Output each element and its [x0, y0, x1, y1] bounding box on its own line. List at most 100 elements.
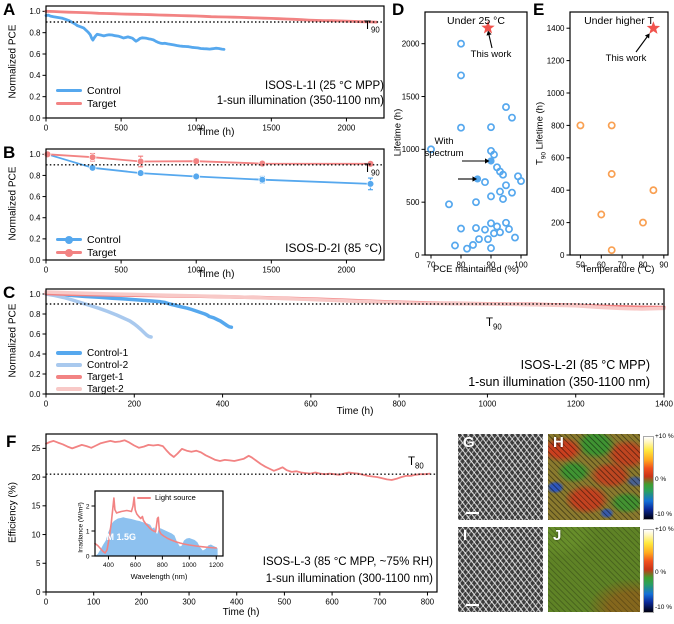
panel-d-letter: D [392, 0, 405, 19]
panel-d-xlabel: PCE maintained (%) [432, 264, 520, 275]
svg-text:0.8: 0.8 [29, 171, 41, 180]
svg-text:0.6: 0.6 [29, 50, 41, 59]
light-source-label: Light source [155, 493, 196, 502]
svg-text:0: 0 [44, 598, 49, 607]
svg-text:1500: 1500 [262, 266, 280, 275]
panel-b-chart: 0 500 1000 1500 2000 0.0 0.2 0.4 0.6 0.8 1.0 [29, 148, 385, 275]
svg-text:10: 10 [32, 530, 41, 539]
panel-a-legend: Control Target [56, 84, 121, 110]
svg-text:600: 600 [551, 154, 565, 163]
panel-b-legend: Control Target [56, 233, 121, 259]
svg-text:600: 600 [325, 598, 339, 607]
panel-e-chart: 50 60 70 80 90 0 200 400 600 800 1000 1200 1400 [547, 11, 669, 270]
panel-c-xlabel: Time (h) [336, 406, 374, 417]
svg-text:1200: 1200 [209, 562, 224, 569]
tem-image-i: I [458, 527, 543, 612]
svg-text:15: 15 [32, 502, 41, 511]
panel-e-ylabel: T90 Lifetime (h) [534, 101, 548, 166]
panel-a-letter: A [3, 0, 16, 19]
svg-text:1.0: 1.0 [29, 290, 41, 299]
svg-text:1000: 1000 [479, 400, 497, 409]
svg-text:0.4: 0.4 [29, 350, 41, 359]
legend-label-target: Target [87, 246, 117, 259]
svg-text:1000: 1000 [187, 266, 205, 275]
colorbar-top-label: +10 % [655, 526, 674, 533]
svg-text:800: 800 [421, 598, 435, 607]
control1-swatch [56, 351, 82, 355]
svg-text:700: 700 [373, 598, 387, 607]
legend-row: Target-1 [56, 371, 128, 383]
panel-e: 50 60 70 80 90 0 200 400 600 800 1000 1200 1400 E Un… [533, 0, 674, 283]
panel-c: 0 200 400 600 800 1000 1200 1400 0.0 0.2 0.4 0.6 0.8… [0, 283, 674, 420]
svg-text:1000: 1000 [182, 562, 197, 569]
panel-a-note: ISOS-L-1I (25 °C MPP) 1-sun illumination… [217, 79, 384, 109]
panel-e-xlabel: Temperature (°C) [581, 264, 655, 275]
legend-label-control2: Control-2 [87, 359, 129, 371]
light-source-swatch [137, 496, 151, 499]
svg-text:0.0: 0.0 [29, 114, 41, 123]
panel-c-note: ISOS-L-2I (85 °C MPP) 1-sun illumination… [468, 357, 650, 391]
this-work-label: This work [605, 53, 647, 64]
svg-text:1: 1 [86, 528, 90, 535]
svg-text:1.0: 1.0 [29, 7, 41, 16]
strain-map-j: J [548, 527, 640, 612]
svg-text:0: 0 [560, 251, 565, 260]
svg-text:200: 200 [128, 400, 142, 409]
t90-label: T90 [364, 163, 380, 178]
tem-image-g: G [458, 434, 543, 520]
svg-text:400: 400 [216, 400, 230, 409]
target2-swatch [56, 387, 82, 391]
svg-text:90: 90 [659, 261, 668, 270]
panel-c-chart: 0 200 400 600 800 1000 1200 1400 0.0 0.2 0.4 0.6 0.8… [29, 288, 673, 409]
strain-colorbar [643, 436, 654, 520]
svg-text:600: 600 [304, 400, 318, 409]
svg-text:0: 0 [44, 266, 49, 275]
panel-f: 0 100 200 300 400 500 600 700 800 0 5 10 15 20 25 F Ef… [0, 420, 445, 624]
svg-text:500: 500 [278, 598, 292, 607]
svg-text:400: 400 [230, 598, 244, 607]
legend-row: Target [56, 246, 121, 259]
svg-text:600: 600 [130, 562, 141, 569]
svg-text:0: 0 [415, 251, 420, 260]
spectrum-inset: 400 600 800 1000 1200 0 1 2 Irradiance (W/m²) W… [75, 488, 227, 588]
colorbar-top-label: +10 % [655, 433, 674, 440]
t80-label: T80 [408, 456, 424, 471]
svg-text:0.8: 0.8 [29, 29, 41, 38]
colorbar-bottom-label: -10 % [655, 604, 672, 611]
svg-text:0.6: 0.6 [29, 330, 41, 339]
svg-text:1200: 1200 [567, 400, 585, 409]
panel-f-ylabel: Efficiency (%) [7, 482, 19, 543]
panel-a-chart: 0 500 1000 1500 2000 0.0 0.2 0.4 0.6 0.8 1.0 [29, 5, 385, 133]
legend-row: Control [56, 233, 121, 246]
svg-text:500: 500 [114, 124, 128, 133]
panel-c-legend: Control-1 Control-2 Target-1 Target-2 [56, 347, 128, 395]
svg-text:1200: 1200 [547, 56, 565, 65]
target-swatch [56, 248, 82, 257]
strain-colorbar [643, 529, 654, 613]
legend-label-control: Control [87, 84, 121, 97]
panel-d: 70 80 90 100 0 500 1000 1500 2000 D Under 25 °C … [390, 0, 533, 283]
svg-text:0: 0 [86, 553, 90, 560]
panel-b-xlabel: Time (h) [197, 269, 235, 280]
svg-text:200: 200 [551, 218, 565, 227]
svg-text:0: 0 [44, 400, 49, 409]
svg-text:300: 300 [182, 598, 196, 607]
svg-text:1400: 1400 [655, 400, 673, 409]
svg-text:90: 90 [487, 261, 496, 270]
panel-b: 0 500 1000 1500 2000 0.0 0.2 0.4 0.6 0.8 1.0 B Nor… [0, 141, 392, 283]
panel-gj: G H +10 % 0 % -10 % I J +10 % 0 % -10 % [445, 420, 674, 624]
colorbar-mid-label: 0 % [655, 569, 667, 576]
illumination-label: 1-sun illumination (350-1100 nm) [468, 375, 650, 389]
panel-a-xlabel: Time (h) [197, 127, 235, 138]
svg-text:0: 0 [44, 124, 49, 133]
svg-text:1.0: 1.0 [29, 150, 41, 159]
illumination-label: 1-sun illumination (350-1100 nm) [216, 95, 384, 107]
scale-bar [466, 511, 479, 514]
svg-text:400: 400 [551, 186, 565, 195]
svg-text:400: 400 [103, 562, 114, 569]
svg-text:100: 100 [514, 261, 528, 270]
protocol-label: ISOS-L-2I (85 °C MPP) [520, 358, 650, 372]
protocol-label: ISOS-L-1I (25 °C MPP) [265, 80, 384, 92]
